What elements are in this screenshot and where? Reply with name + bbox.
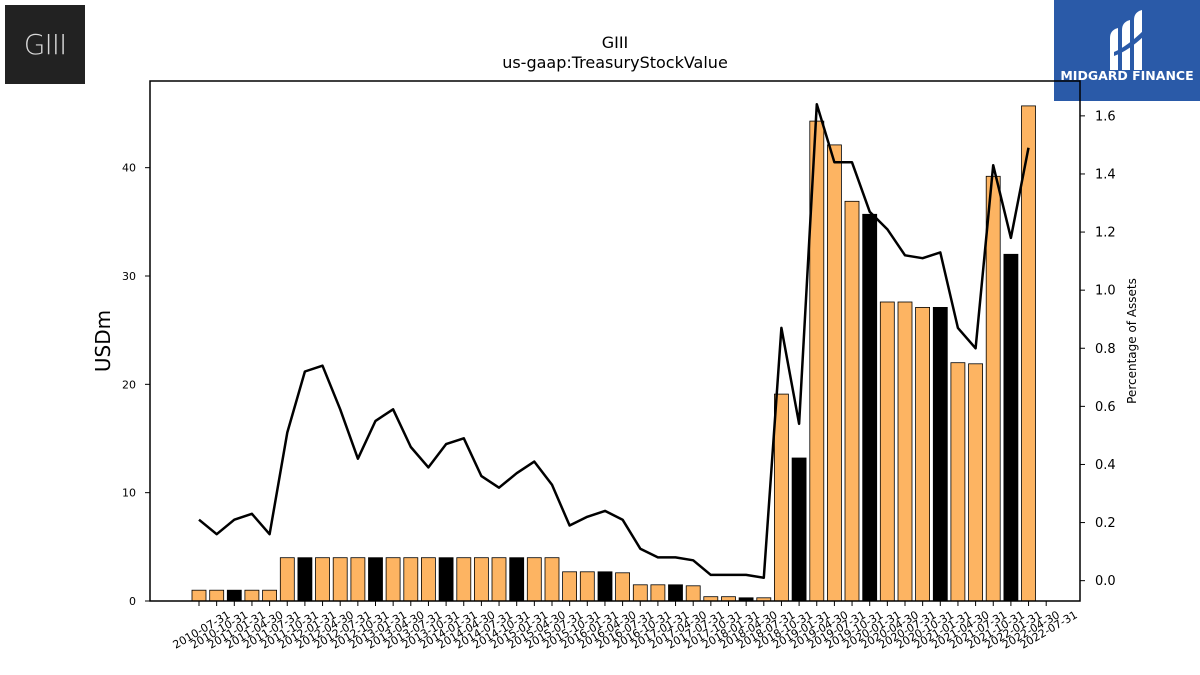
- bar: [579, 571, 595, 602]
- bar: [403, 557, 419, 602]
- plot-frame: [149, 80, 1081, 602]
- percentage-line: [198, 102, 1030, 580]
- bar: [968, 363, 983, 602]
- y2-tick-label: 1.0: [1095, 284, 1116, 299]
- y2-tick-label: 0.6: [1095, 400, 1116, 415]
- y-axis-label: USDm: [91, 310, 115, 372]
- bar: [262, 589, 278, 602]
- bar: [650, 584, 666, 602]
- bar: [862, 213, 878, 602]
- bar: [491, 557, 507, 602]
- brand-logo: MIDGARD FINANCE: [1054, 0, 1200, 101]
- y2-tick-label: 0.8: [1095, 342, 1116, 357]
- brand-mark-icon: [1110, 10, 1146, 70]
- y2-tick-label: 1.2: [1095, 226, 1116, 241]
- y2-tick-label: 0.0: [1095, 574, 1116, 589]
- y-tick-label: 0: [129, 595, 136, 608]
- bar: [632, 584, 648, 602]
- line-series: [198, 102, 1030, 580]
- y-tick-label: 10: [122, 487, 136, 500]
- bar: [526, 557, 542, 602]
- bar: [438, 557, 454, 602]
- y-tick-label: 20: [122, 378, 136, 391]
- bar: [350, 557, 366, 602]
- bar: [597, 571, 613, 602]
- bar: [774, 393, 789, 602]
- bar: [509, 557, 525, 602]
- bar: [191, 589, 207, 602]
- bar: [385, 557, 401, 602]
- y2-tick-label: 1.6: [1095, 109, 1116, 124]
- y2-axis-label: Percentage of Assets: [1125, 278, 1139, 404]
- bar: [332, 557, 348, 602]
- bar: [915, 306, 930, 602]
- bar: [473, 557, 489, 602]
- bar: [668, 584, 683, 602]
- bar: [950, 362, 966, 602]
- bar: [456, 557, 472, 602]
- bar: [209, 589, 225, 602]
- bar: [297, 557, 313, 602]
- bar: [615, 572, 630, 602]
- company-logo: GIII: [5, 5, 85, 84]
- y-tick-label: 30: [122, 270, 136, 283]
- bar: [985, 175, 1001, 602]
- bar: [791, 457, 807, 602]
- y-axis-left: 0 10 20 30 40: [122, 162, 150, 608]
- bar: [226, 589, 242, 602]
- bar: [544, 557, 560, 602]
- bar: [315, 557, 330, 602]
- bar: [1003, 253, 1019, 602]
- bar-series: [191, 105, 1036, 602]
- bar: [932, 306, 948, 602]
- x-axis: 2010-07-312010-10-312011-01-312011-04-30…: [171, 601, 1080, 652]
- y2-tick-label: 0.2: [1095, 516, 1116, 531]
- bar: [368, 557, 383, 602]
- y2-tick-label: 1.4: [1095, 167, 1116, 182]
- chart-title: GIII: [602, 33, 629, 52]
- y-axis-right: 0.0 0.2 0.4 0.6 0.8 1.0 1.2 1.4 1.6: [1080, 109, 1116, 589]
- y2-tick-label: 0.4: [1095, 458, 1116, 473]
- bar: [685, 585, 701, 602]
- bar: [897, 301, 913, 602]
- company-logo-text: GIII: [23, 28, 67, 61]
- bar: [879, 301, 895, 602]
- bar: [562, 571, 577, 602]
- bar: [827, 144, 842, 602]
- brand-name: MIDGARD FINANCE: [1060, 68, 1194, 83]
- bar: [279, 557, 295, 602]
- y-tick-label: 40: [122, 162, 136, 175]
- bar: [844, 200, 860, 602]
- bar: [420, 557, 436, 602]
- bar: [244, 589, 260, 602]
- chart-subtitle: us-gaap:TreasuryStockValue: [502, 53, 728, 72]
- bar: [1021, 105, 1036, 602]
